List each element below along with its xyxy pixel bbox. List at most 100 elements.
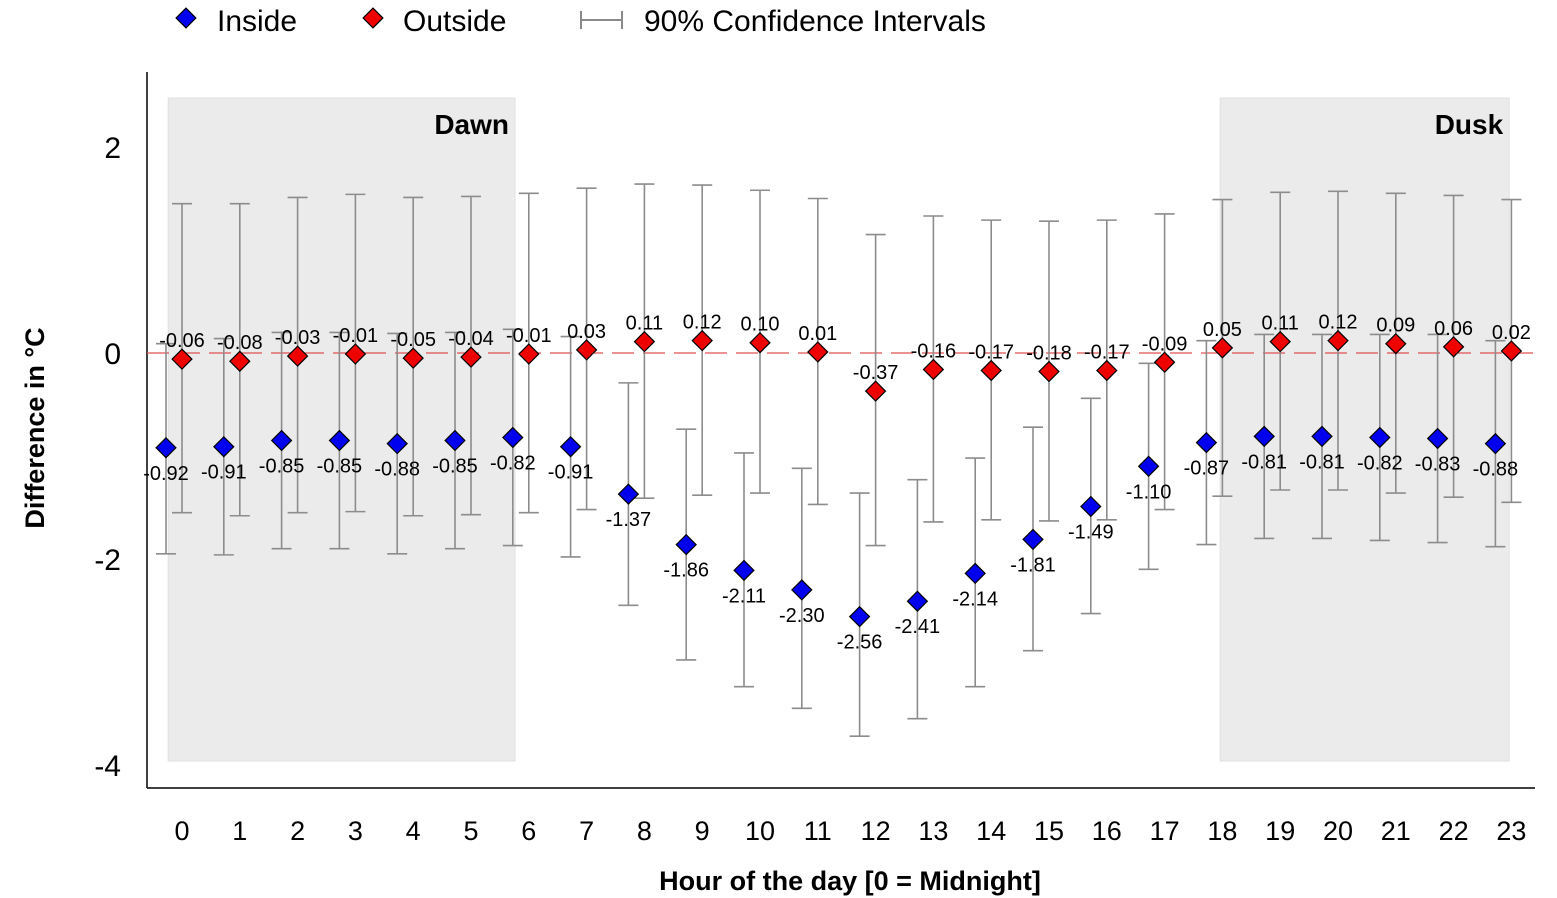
x-tick-label: 5 [463, 816, 478, 846]
shaded-regions: Dawn Dusk [167, 97, 1510, 762]
y-tick-label: -2 [94, 544, 121, 577]
value-label-outside: 0.11 [1261, 313, 1298, 335]
value-label-outside: 0.03 [567, 321, 606, 343]
data-point-inside [1022, 528, 1044, 551]
x-tick-label: 9 [695, 816, 710, 846]
x-tick-label: 17 [1150, 816, 1180, 846]
shaded-region-dusk [1219, 97, 1510, 762]
value-label-inside: -0.91 [201, 462, 247, 484]
value-label-outside: -0.05 [390, 329, 436, 351]
value-label-inside: -2.56 [837, 632, 883, 654]
data-point-outside [402, 347, 424, 369]
value-label-outside: -0.01 [506, 325, 552, 347]
value-label-inside: -2.11 [722, 585, 766, 607]
value-label-outside: 0.12 [1319, 312, 1358, 334]
data-point-inside [444, 429, 466, 452]
data-point-outside [1096, 359, 1118, 382]
data-point-inside [502, 426, 524, 449]
x-tick-label: 14 [976, 816, 1006, 846]
data-point-outside [807, 341, 829, 363]
value-label-inside: -0.85 [317, 456, 363, 478]
data-point-inside [1369, 426, 1391, 449]
data-point-inside [791, 579, 813, 601]
data-point-inside [213, 435, 235, 458]
value-label-outside: 0.01 [798, 323, 837, 345]
legend: Inside Outside 90% Confidence Intervals [175, 5, 986, 38]
value-label-outside: 0.10 [741, 314, 780, 336]
value-label-outside: -0.09 [1142, 333, 1188, 355]
data-point-outside [922, 358, 945, 381]
value-label-inside: -0.81 [1299, 451, 1345, 473]
value-label-inside: -0.81 [1241, 451, 1287, 473]
x-tick-label: 12 [861, 816, 891, 846]
legend-outside-marker [362, 7, 384, 29]
legend-ci-marker [580, 11, 623, 29]
data-point-inside [1311, 425, 1333, 448]
x-tick-label: 15 [1034, 816, 1064, 846]
y-tick-label: 0 [104, 338, 121, 371]
data-point-inside [559, 435, 582, 458]
value-label-outside: -0.16 [911, 340, 957, 362]
x-tick-label: 20 [1323, 816, 1353, 846]
x-tick-label: 3 [348, 816, 363, 846]
data-point-outside [460, 346, 482, 368]
x-tick-label: 22 [1439, 816, 1469, 846]
x-tick-label: 0 [174, 816, 189, 846]
data-point-inside [1253, 425, 1275, 448]
data-points [155, 329, 1523, 628]
value-label-inside: -0.85 [432, 456, 478, 478]
value-label-inside: -0.83 [1415, 453, 1461, 475]
value-label-inside: -0.92 [143, 463, 189, 485]
x-tick-label: 2 [290, 816, 305, 846]
value-label-inside: -0.82 [1357, 452, 1403, 474]
value-label-outside: 0.12 [683, 312, 722, 334]
value-label-outside: -0.17 [1084, 342, 1130, 364]
data-point-inside [155, 437, 177, 459]
value-label-outside: 0.11 [626, 313, 663, 335]
shaded-region-dawn [167, 97, 516, 762]
value-label-inside: -0.88 [1473, 459, 1519, 481]
data-point-outside [1211, 337, 1234, 359]
value-label-outside: 0.02 [1492, 322, 1531, 344]
y-tick-label: 2 [104, 132, 121, 165]
x-tick-label: 18 [1207, 816, 1237, 846]
legend-ci-label: 90% Confidence Intervals [644, 5, 986, 38]
value-label-inside: -1.86 [663, 560, 709, 582]
value-label-outside: -0.06 [159, 330, 205, 352]
x-axis-title: Hour of the day [0 = Midnight] [659, 866, 1041, 896]
x-tick-label: 11 [804, 816, 832, 846]
data-point-inside [675, 533, 697, 556]
data-point-outside [1038, 360, 1060, 383]
x-tick-label: 16 [1092, 816, 1122, 846]
x-tick-label: 21 [1381, 816, 1411, 846]
value-label-outside: -0.08 [217, 332, 263, 354]
value-label-outside: -0.01 [333, 325, 379, 347]
value-label-inside: -1.81 [1010, 554, 1056, 576]
data-point-outside [171, 348, 193, 370]
data-point-inside [1080, 495, 1102, 518]
data-point-outside [229, 350, 251, 372]
x-tick-label: 6 [521, 816, 536, 846]
value-label-inside: -2.41 [895, 616, 941, 638]
data-point-inside [1484, 432, 1507, 455]
value-label-inside: -0.87 [1184, 458, 1230, 480]
data-point-inside [1426, 427, 1449, 450]
data-point-inside [328, 429, 351, 452]
data-point-inside [733, 559, 755, 582]
data-point-outside [749, 331, 771, 354]
value-label-inside: -0.82 [490, 452, 536, 474]
data-point-inside [386, 432, 408, 455]
value-label-inside: -0.85 [259, 456, 305, 478]
data-point-outside [980, 359, 1002, 382]
data-point-inside [617, 483, 640, 505]
shaded-region-label-dawn: Dawn [434, 109, 509, 140]
value-label-inside: -0.91 [548, 462, 594, 484]
data-point-inside [964, 562, 986, 585]
data-point-outside [1153, 351, 1176, 374]
data-point-outside [575, 339, 598, 361]
value-label-inside: -1.49 [1068, 521, 1114, 543]
data-point-outside [633, 330, 656, 353]
value-label-inside: -1.37 [606, 509, 652, 531]
data-point-outside [1500, 340, 1523, 362]
x-tick-label: 1 [232, 816, 247, 846]
